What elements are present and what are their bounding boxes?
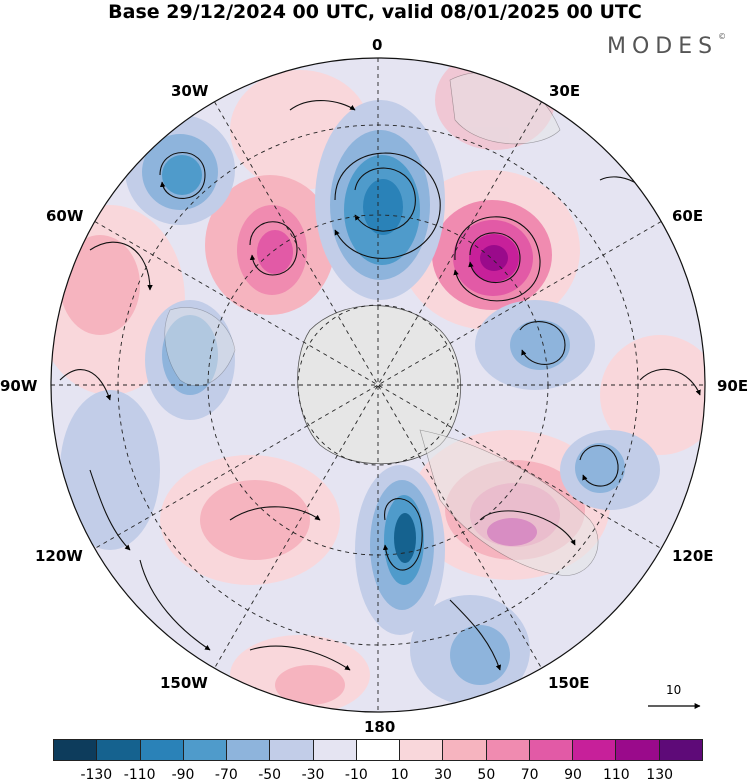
colorbar-segment — [140, 740, 184, 760]
meridian-label-150w: 150W — [160, 674, 208, 692]
meridian-label-30w: 30W — [171, 82, 209, 100]
colorbar-tick-label: 70 — [520, 767, 539, 783]
colorbar-segment — [616, 740, 660, 760]
modes-logo: MODES© — [607, 32, 727, 59]
colorbar-segment — [659, 740, 702, 760]
colorbar-tick-label: -130 — [80, 767, 113, 783]
colorbar-tick-label: -30 — [301, 767, 325, 783]
colorbar-segment — [400, 740, 444, 760]
colorbar-tick-label: -50 — [258, 767, 282, 783]
map-border — [50, 57, 706, 713]
colorbar-tick-label: -10 — [344, 767, 368, 783]
meridian-label-120e: 120E — [672, 547, 714, 565]
colorbar-segment — [183, 740, 228, 760]
graticule — [51, 58, 705, 712]
meridian-label-90w: 90W — [0, 377, 38, 395]
meridian-label-150e: 150E — [548, 674, 590, 692]
colorbar-segment — [227, 740, 271, 760]
colorbar-segment — [54, 740, 98, 760]
colorbar-tick-label: -110 — [123, 767, 156, 783]
colorbar-segment — [270, 740, 314, 760]
reference-vector-label: 10 — [666, 683, 682, 697]
colorbar — [53, 739, 703, 761]
meridian-label-90e: 90E — [717, 377, 749, 395]
meridian-label-120w: 120W — [35, 547, 83, 565]
brand-name: MODES — [607, 34, 719, 59]
colorbar-segment — [443, 740, 487, 760]
meridian-label-180: 180 — [364, 718, 396, 736]
field-layer — [51, 58, 705, 712]
colorbar-tick-label: 10 — [390, 767, 409, 783]
streamlines — [59, 99, 701, 671]
meridian-label-30e: 30E — [549, 82, 581, 100]
colorbar-segment — [97, 740, 141, 760]
map-title: Base 29/12/2024 00 UTC, valid 08/01/2025… — [108, 1, 642, 23]
copyright-mark: © — [718, 32, 727, 41]
meridian-label-0: 0 — [372, 36, 383, 54]
colorbar-tick-label: 110 — [602, 767, 630, 783]
colorbar-tick-label: 50 — [477, 767, 496, 783]
colorbar-segment — [529, 740, 574, 760]
colorbar-tick-label: 90 — [564, 767, 582, 783]
colorbar-segment — [573, 740, 617, 760]
colorbar-segment — [313, 740, 357, 760]
meridian-label-60e: 60E — [672, 207, 704, 225]
colorbar-segment — [356, 740, 401, 760]
colorbar-tick-label: 130 — [646, 767, 674, 783]
colorbar-segment — [486, 740, 530, 760]
colorbar-tick-label: 30 — [434, 767, 452, 783]
colorbar-tick-label: -90 — [171, 767, 195, 783]
colorbar-tick-label: -70 — [214, 767, 238, 783]
meridian-label-60w: 60W — [46, 207, 84, 225]
